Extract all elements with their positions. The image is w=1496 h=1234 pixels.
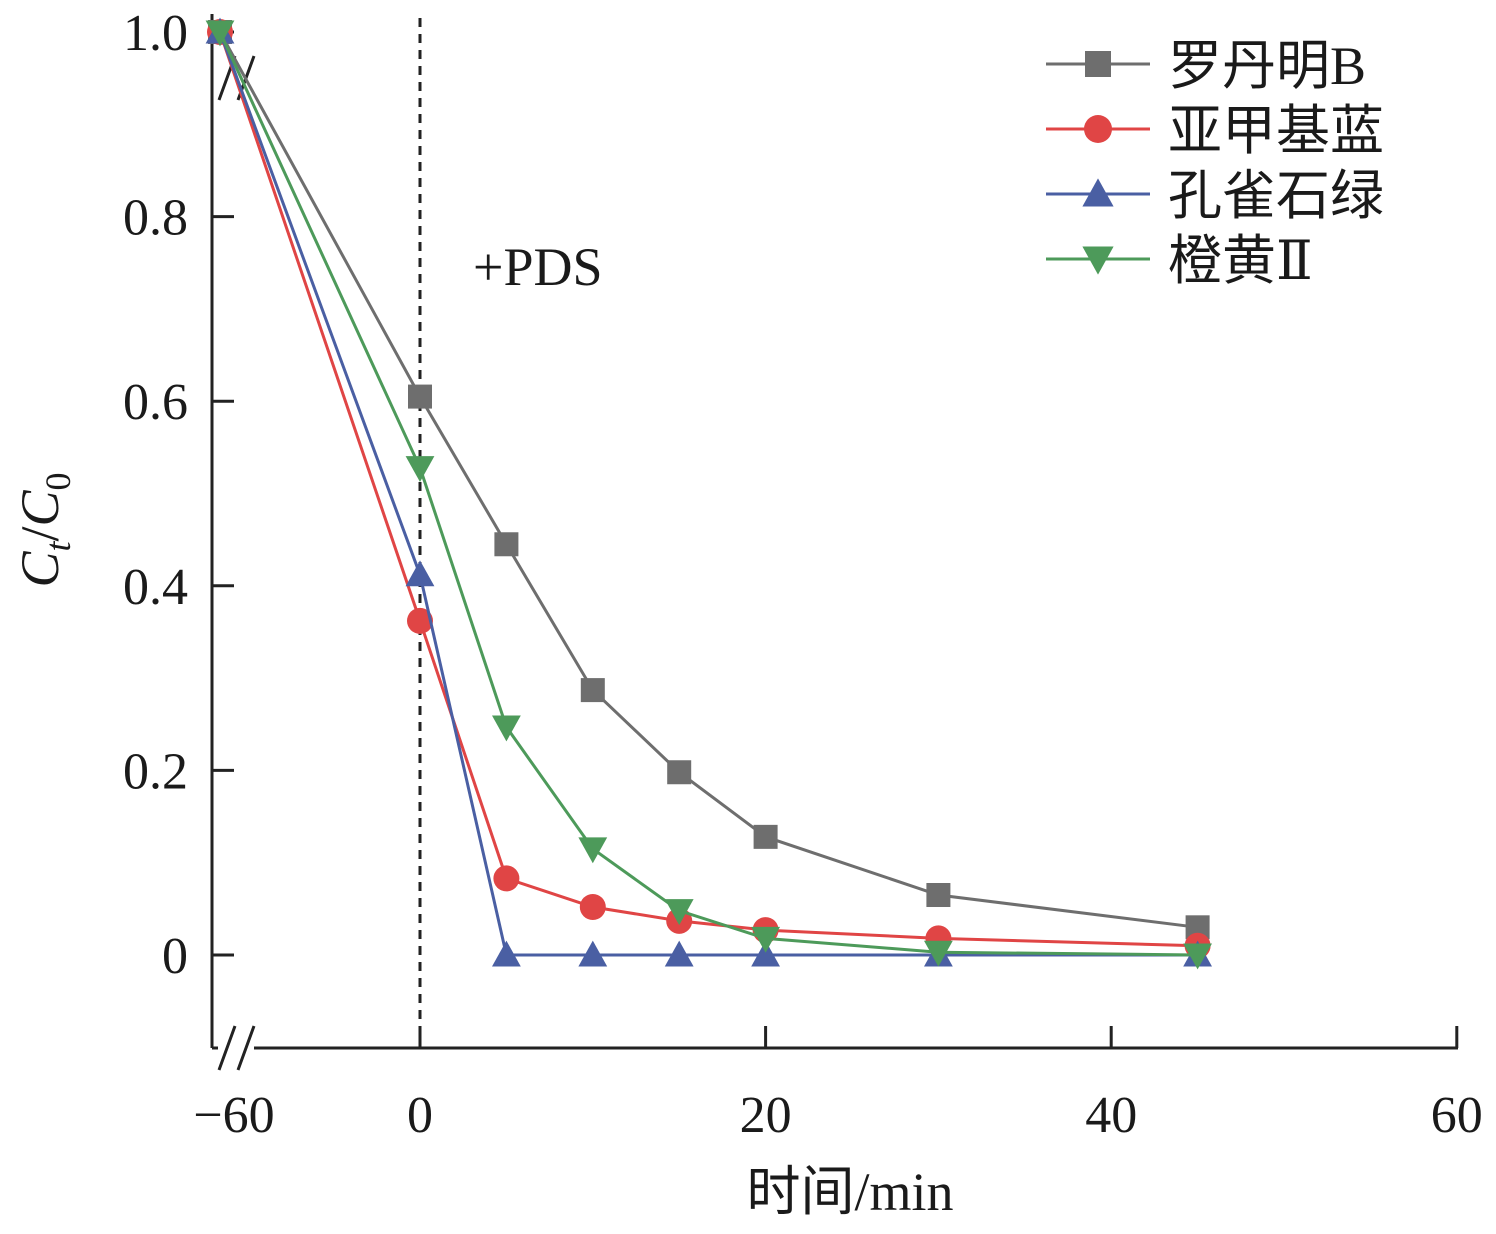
data-point [407, 607, 433, 634]
series-line [218, 31, 1198, 957]
y-tick-label: 0 [162, 928, 188, 985]
legend-label: 罗丹明B [1168, 36, 1366, 96]
data-point [205, 20, 235, 47]
y-tick-label: 0.2 [123, 743, 188, 800]
series-2 [207, 19, 1211, 959]
series-layer [205, 17, 1212, 970]
y-tick-label: 0.8 [123, 190, 188, 247]
legend-marker [1082, 178, 1114, 207]
y-axis-title: Ct/C0 [10, 472, 78, 587]
data-point [578, 837, 608, 864]
series-line [218, 31, 1198, 957]
data-point [580, 678, 605, 703]
x-tick-label: 0 [407, 1087, 433, 1144]
legend-item: 罗丹明B [1046, 36, 1366, 96]
data-point [493, 865, 520, 892]
x-axis-title: 时间/min [746, 1162, 953, 1222]
legend-label: 亚甲基蓝 [1168, 101, 1384, 161]
data-point [405, 456, 435, 483]
data-point [405, 560, 435, 587]
data-point [664, 940, 694, 967]
series-3 [205, 17, 1212, 967]
data-point [492, 715, 521, 742]
pds-annotation: +PDS [473, 237, 603, 297]
legend-label: 橙黄Ⅱ [1168, 231, 1313, 291]
data-point [1183, 943, 1212, 970]
y-tick-label: 1.0 [123, 5, 188, 62]
legend-label: 孔雀石绿 [1168, 166, 1384, 226]
series-4 [205, 20, 1212, 970]
series-line [218, 31, 1198, 929]
legend-marker [1085, 51, 1111, 77]
legend-marker [1084, 115, 1112, 143]
data-point [924, 940, 953, 967]
data-point [578, 940, 608, 967]
data-point [492, 940, 521, 967]
data-point [408, 384, 432, 409]
x-tick-label: 60 [1431, 1087, 1483, 1144]
x-axis-break-stroke [236, 1025, 256, 1071]
y-tick-label: 0.6 [123, 374, 188, 431]
x-tick-label: −60 [193, 1087, 274, 1144]
legend-item: 橙黄Ⅱ [1046, 231, 1313, 291]
x-axis-break-stroke [217, 1025, 237, 1071]
data-point [579, 894, 606, 921]
series-line [218, 31, 1198, 948]
series-1 [208, 20, 1210, 940]
y-tick-label: 0.4 [123, 559, 188, 616]
legend-item: 孔雀石绿 [1046, 166, 1384, 226]
data-point [753, 824, 778, 849]
data-point [751, 940, 780, 967]
data-point [751, 926, 780, 953]
data-point [926, 883, 951, 908]
x-tick-label: 20 [740, 1087, 792, 1144]
data-point [494, 532, 519, 557]
x-tick-label: 40 [1085, 1087, 1137, 1144]
legend-item: 亚甲基蓝 [1046, 101, 1384, 161]
data-point [667, 760, 692, 785]
legend-marker [1082, 246, 1114, 275]
axis-breaks [217, 55, 256, 1071]
x-axis-break-gap [218, 1026, 254, 1070]
data-point [664, 899, 694, 926]
